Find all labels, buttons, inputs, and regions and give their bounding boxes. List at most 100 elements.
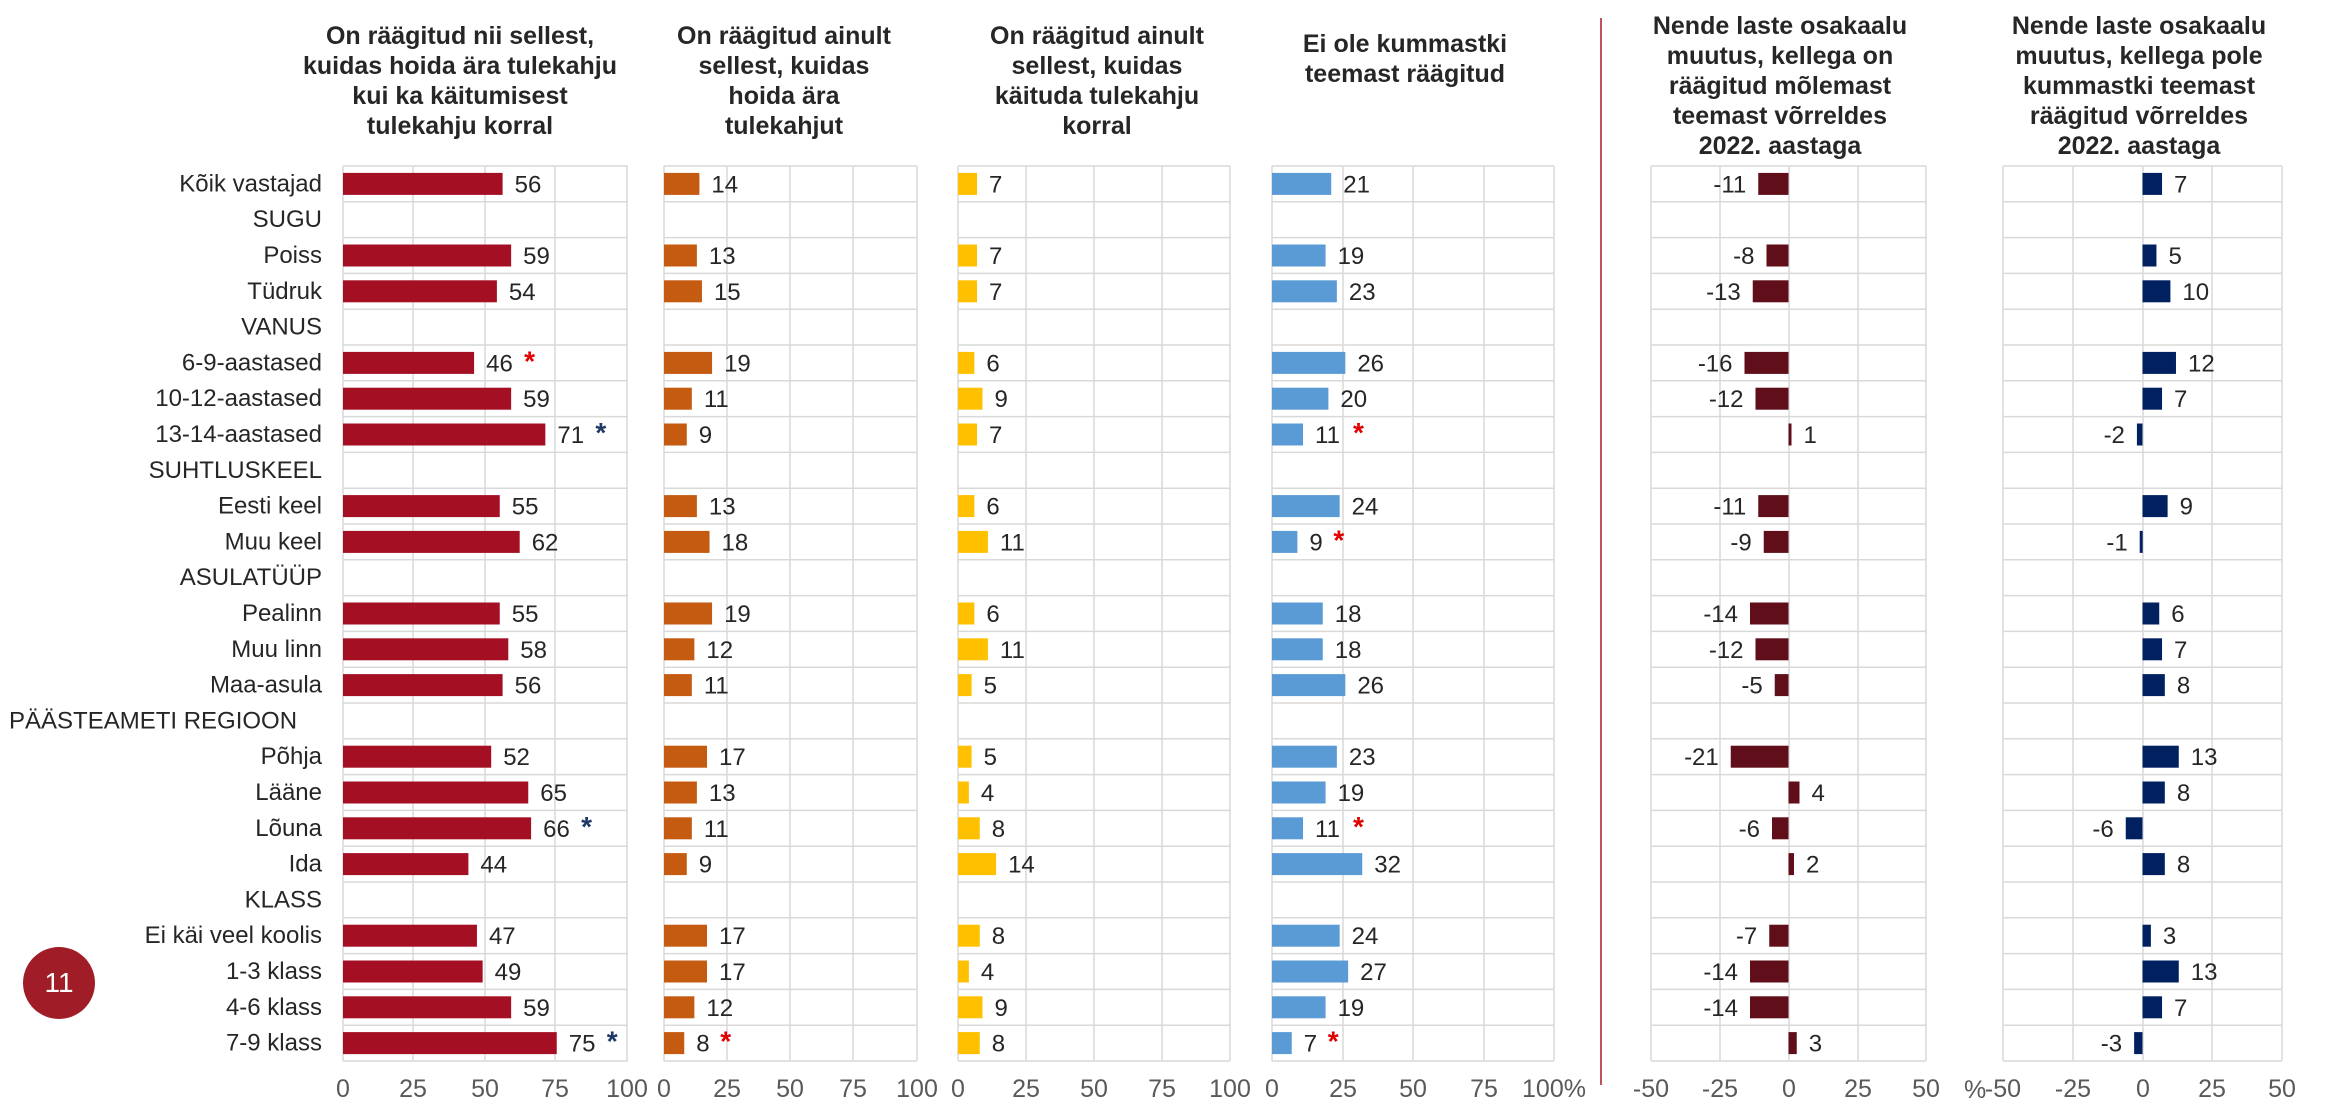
significance-star: * [720,1026,731,1057]
page-number-badge: 11 [23,947,95,1019]
data-label: 7 [989,422,1002,449]
data-label: 46 [486,350,513,377]
x-tick-label: 0 [2136,1075,2150,1098]
x-tick-label: 0 [336,1075,350,1098]
bar [2142,387,2163,410]
panel-title-line: Nende laste osakaalu [2012,12,2266,40]
data-label: 11 [704,816,729,843]
bar [958,817,980,840]
data-label: 26 [1357,350,1384,377]
grid-layer [342,165,2283,1062]
data-label: 54 [509,279,536,306]
data-label: 49 [495,959,522,986]
bar [1272,781,1326,804]
bar [2134,1032,2143,1055]
bar [1272,387,1329,410]
data-label: -21 [1684,744,1719,771]
bar [343,530,520,553]
x-tick-label: 50 [2268,1075,2296,1098]
data-label: 26 [1357,673,1384,700]
x-tick-label: 0 [657,1075,671,1098]
data-label: 8 [2177,780,2190,807]
category-label: Maa-asula [210,672,323,699]
bar [1772,817,1789,840]
bar [1752,280,1789,303]
data-label: 55 [512,494,539,521]
bar [2142,996,2163,1019]
panel-title-line: Ei ole kummastki [1303,30,1507,58]
bar [958,1032,980,1055]
bar [343,280,497,303]
data-label: 6 [986,494,999,521]
bar [343,745,492,768]
bar [664,924,708,947]
bar [664,172,700,195]
bar [664,817,692,840]
data-label: 1 [1804,422,1817,449]
bar [2142,960,2179,983]
data-label: -8 [1733,243,1754,270]
data-label: 13 [2191,744,2218,771]
data-label: 65 [540,780,567,807]
bar [343,244,512,267]
panel-title-line: Nende laste osakaalu [1653,12,1907,40]
x-tick-label: 25 [399,1075,427,1098]
bar [1750,960,1789,983]
bar [343,1032,557,1055]
bar [664,387,692,410]
data-label: 27 [1360,959,1387,986]
data-label: 7 [989,243,1002,270]
x-tick-label: 100 [606,1075,648,1098]
data-label: 13 [709,494,736,521]
bar [1272,244,1326,267]
bar [2142,853,2165,876]
bar [1272,817,1304,840]
x-tick-label: 25 [1844,1075,1872,1098]
bar [664,530,710,553]
data-label: 3 [2163,923,2176,950]
data-label: 4 [981,959,994,986]
bar [664,674,692,697]
bar [2139,530,2143,553]
bar [1272,674,1346,697]
significance-star: * [524,345,535,376]
category-label: Lõuna [255,815,322,842]
data-label: -13 [1706,279,1741,306]
x-tick-label: 50 [471,1075,499,1098]
panel-title-line: hoida ära [728,82,840,110]
bar [1755,387,1789,410]
panel-title-line: On räägitud ainult [677,22,892,50]
panel-title-line: käituda tulekahju [995,82,1199,110]
data-label: 19 [724,601,751,628]
bar [2142,602,2160,625]
bar [2142,781,2165,804]
data-label: -6 [2092,816,2113,843]
data-label: 20 [1340,386,1367,413]
data-label: 10 [2182,279,2209,306]
bar [2136,423,2143,446]
panel-title-line: tulekahjut [725,112,844,140]
panel-title-line: räägitud võrreldes [2030,102,2248,130]
x-tick-label: 25 [1329,1075,1357,1098]
bar [664,280,702,303]
bar [2142,351,2176,374]
data-label: 4 [1812,780,1825,807]
data-label: 4 [981,780,994,807]
category-group-header: PÄÄSTEAMETI REGIOON [9,707,297,734]
bar [958,924,980,947]
data-label: -16 [1698,350,1733,377]
data-label: 8 [992,816,1005,843]
data-label: -12 [1709,637,1744,664]
data-label: 6 [2171,601,2184,628]
data-label: -11 [1713,494,1746,521]
data-label: 11 [704,673,729,700]
bar [343,817,532,840]
x-tick-label: -50 [1985,1075,2021,1098]
data-label: -2 [2104,422,2125,449]
x-tick-label: 75 [839,1075,867,1098]
data-label: -9 [1730,529,1751,556]
data-label: 8 [992,923,1005,950]
data-label: 14 [1008,852,1035,879]
significance-star: * [1333,524,1344,555]
bar [1788,781,1800,804]
